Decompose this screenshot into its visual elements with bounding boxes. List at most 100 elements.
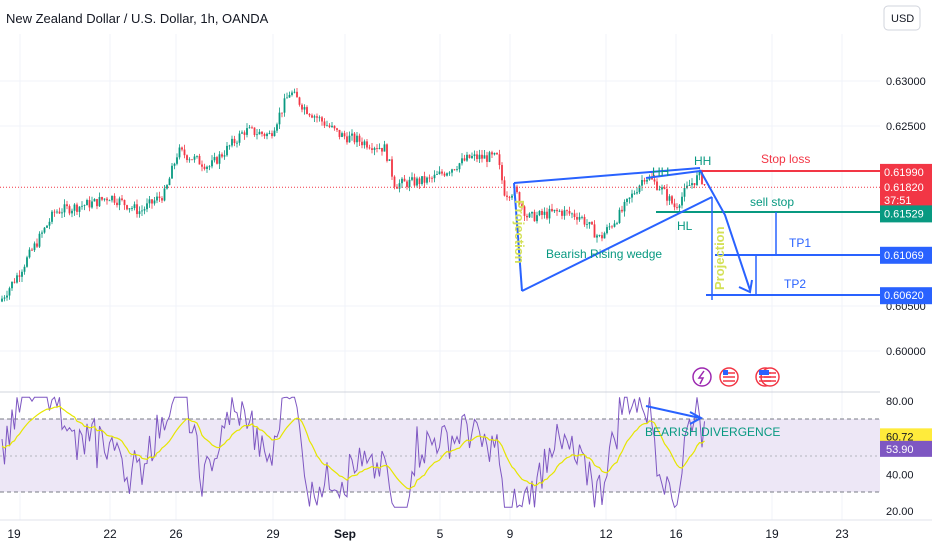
candle-body — [66, 204, 68, 207]
candle-body — [606, 227, 608, 234]
price-tag-countdown: 37:51 — [884, 195, 912, 207]
candle-body — [38, 233, 41, 247]
candle-body — [251, 127, 253, 129]
currency-button[interactable] — [883, 5, 921, 31]
time-tick-label: 12 — [599, 527, 613, 541]
divergence-arrowhead — [689, 411, 704, 425]
rsi-layer — [1, 396, 705, 509]
candle-body — [186, 155, 188, 160]
candle-body — [508, 196, 511, 198]
candle-body — [118, 198, 121, 206]
candle-body — [326, 125, 328, 127]
candle-body — [436, 174, 438, 175]
candle-body — [113, 195, 116, 203]
candle-body — [98, 197, 101, 207]
candle-body — [41, 232, 43, 234]
candle-body — [131, 208, 133, 209]
candle-body — [261, 131, 263, 134]
candle-body — [378, 147, 381, 149]
candle-body — [641, 179, 643, 186]
candle-body — [371, 148, 373, 150]
wedge-lower-line — [521, 196, 713, 292]
price-tick-label: 0.60000 — [886, 346, 926, 358]
candle-body — [646, 179, 648, 182]
candle-body — [571, 213, 573, 215]
candle-body — [563, 210, 566, 216]
candle-body — [16, 275, 18, 283]
candle-body — [476, 154, 478, 160]
candle-body — [668, 196, 671, 201]
lightning-glyph — [697, 370, 705, 385]
candle-body — [558, 210, 561, 212]
candle-body — [126, 205, 128, 210]
candle-body — [356, 135, 358, 143]
rsi-ma-label: 53.90 — [886, 444, 914, 456]
candle-body — [471, 156, 473, 158]
candle-body — [101, 197, 103, 200]
time-tick-label: 19 — [765, 527, 779, 541]
candle-body — [511, 195, 513, 198]
candle-body — [248, 127, 251, 129]
candle-body — [426, 177, 428, 183]
time-tick-label: 29 — [266, 527, 280, 541]
candle-body — [268, 133, 271, 134]
price-tag-tp2 — [880, 287, 932, 305]
candle-body — [373, 148, 376, 150]
candle-body — [451, 169, 453, 173]
candle-body — [346, 136, 348, 143]
candle-body — [51, 211, 53, 222]
candle-body — [161, 198, 163, 201]
candle-body — [208, 166, 211, 168]
candle-body — [121, 198, 123, 200]
flag-canton — [764, 370, 769, 375]
candle-body — [128, 208, 131, 210]
candle-body — [433, 174, 436, 179]
candle-body — [43, 227, 46, 233]
price-tick-label: 0.63000 — [886, 76, 926, 88]
candle-body — [253, 127, 256, 135]
wedge-left-line — [513, 182, 523, 292]
candle-body — [628, 197, 631, 199]
candle-body — [663, 187, 666, 190]
candle-body — [446, 173, 448, 176]
lightning-event-icon[interactable] — [692, 367, 712, 387]
candle-body — [586, 224, 588, 226]
price-tag-label: 0.60620 — [884, 290, 924, 302]
candle-body — [26, 257, 28, 267]
candle-body — [206, 166, 208, 169]
candle-body — [223, 155, 226, 157]
candle-body — [201, 164, 203, 167]
candle-body — [626, 198, 628, 202]
candle-body — [168, 178, 171, 186]
candle-body — [83, 205, 86, 206]
candle-body — [481, 154, 483, 159]
projection-label-1: Projection — [512, 200, 527, 264]
rsi-line — [1, 396, 705, 509]
rsi-ma-tag — [880, 440, 932, 457]
candle-body — [381, 147, 383, 152]
candle-body — [276, 124, 278, 131]
price-tag-sellstop — [880, 205, 932, 223]
time-tick-label: Sep — [334, 527, 356, 541]
wedge-upper-line — [513, 167, 701, 184]
stop-loss-label: Stop loss — [761, 152, 810, 166]
candle-body — [531, 211, 533, 214]
candle-body — [601, 235, 603, 239]
candle-body — [428, 177, 431, 179]
candle-body — [176, 157, 178, 164]
candle-body — [81, 205, 83, 207]
candle-body — [521, 204, 523, 207]
candle-body — [166, 185, 168, 189]
candle-body — [123, 199, 126, 206]
candle-body — [656, 181, 658, 190]
candle-body — [538, 210, 541, 216]
candle-body — [688, 185, 691, 186]
candle-body — [263, 133, 266, 137]
candle-body — [498, 154, 501, 166]
candle-body — [11, 281, 13, 289]
candle-body — [593, 224, 596, 238]
price-tag-label: 0.61990 — [884, 167, 924, 179]
candle-body — [566, 210, 568, 212]
